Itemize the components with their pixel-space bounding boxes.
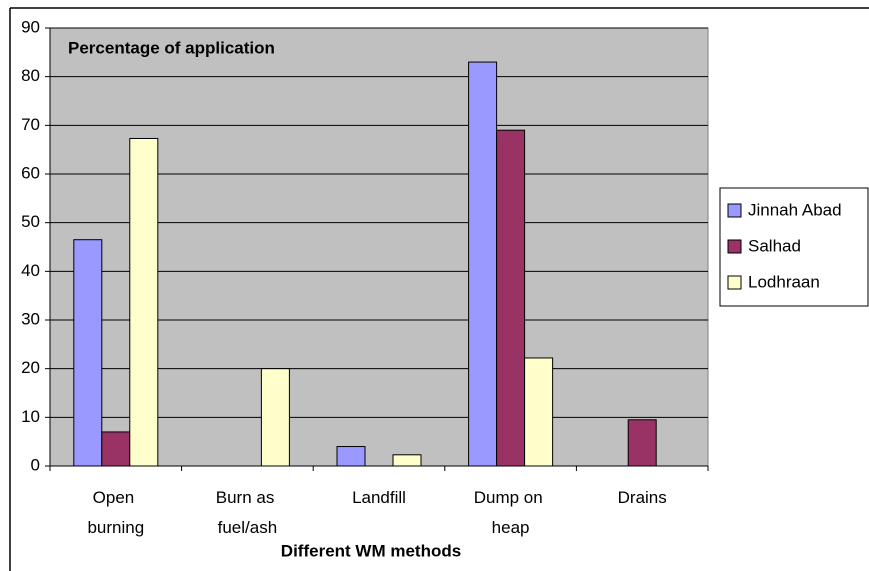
x-tick-label: Open burning [87,488,144,537]
legend-swatch [727,239,742,254]
bar [468,61,498,467]
legend-label: Lodhraan [748,272,820,291]
chart-title: Percentage of application [68,38,275,57]
y-tick-label: 30 [21,309,40,328]
legend [719,187,869,307]
bar [101,431,131,467]
bar [524,357,554,467]
bar [336,446,366,467]
bar [392,454,422,467]
y-tick-label: 10 [21,407,40,426]
y-tick-label: 70 [21,115,40,134]
y-tick-label: 50 [21,212,40,231]
y-tick-label: 60 [21,163,40,182]
y-tick-label: 20 [21,358,40,377]
bar [260,368,290,467]
legend-label: Salhad [748,236,801,255]
x-tick-label: Burn as fuel/ash [216,488,279,537]
bar [73,239,103,467]
bar [496,129,526,467]
y-tick-label: 80 [21,66,40,85]
legend-swatch [727,275,742,290]
legend-swatch [727,203,742,218]
bar [129,137,159,467]
x-tick-label: Drains [618,488,667,507]
y-tick-label: 40 [21,261,40,280]
y-tick-label: 0 [31,455,40,474]
bar [627,419,657,467]
x-tick-label: Landfill [352,488,406,507]
x-axis-label: Different WM methods [281,541,461,560]
y-tick-label: 90 [21,17,40,36]
x-tick-label: Dump on heap [474,488,548,537]
legend-label: Jinnah Abad [748,200,842,219]
